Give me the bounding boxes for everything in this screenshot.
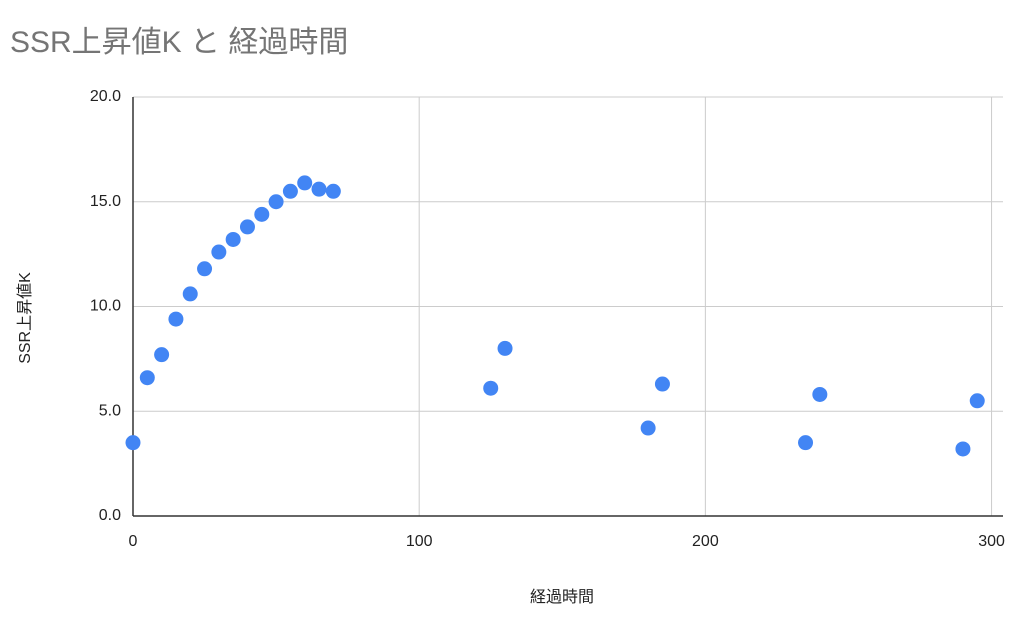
point bbox=[969, 393, 985, 409]
point bbox=[139, 370, 155, 386]
x-tick-label: 200 bbox=[692, 533, 719, 550]
point bbox=[239, 219, 255, 235]
point bbox=[154, 347, 170, 363]
point bbox=[654, 376, 670, 392]
point bbox=[955, 441, 971, 457]
y-tick-label: 10.0 bbox=[90, 298, 121, 315]
point bbox=[640, 420, 656, 436]
point bbox=[254, 206, 270, 222]
point bbox=[197, 261, 213, 277]
point bbox=[211, 244, 227, 260]
chart-title: SSR上昇値K と 経過時間 bbox=[10, 26, 348, 59]
point bbox=[311, 181, 327, 197]
x-axis-label: 経過時間 bbox=[530, 588, 594, 606]
point bbox=[225, 231, 241, 247]
point bbox=[297, 175, 313, 191]
point bbox=[125, 435, 141, 451]
point bbox=[798, 435, 814, 451]
y-tick-label: 20.0 bbox=[90, 88, 121, 105]
point bbox=[812, 386, 828, 402]
point bbox=[483, 380, 499, 396]
y-tick-label: 0.0 bbox=[99, 507, 121, 524]
point bbox=[497, 340, 513, 356]
point bbox=[168, 311, 184, 327]
y-tick-label: 15.0 bbox=[90, 193, 121, 210]
y-axis-label: SSR上昇値K bbox=[16, 272, 34, 364]
point bbox=[268, 194, 284, 210]
point bbox=[282, 183, 298, 199]
x-tick-label: 100 bbox=[406, 533, 433, 550]
y-tick-label: 5.0 bbox=[99, 402, 121, 419]
point bbox=[325, 183, 341, 199]
x-tick-label: 300 bbox=[978, 533, 1005, 550]
point bbox=[182, 286, 198, 302]
x-tick-label: 0 bbox=[129, 533, 138, 550]
